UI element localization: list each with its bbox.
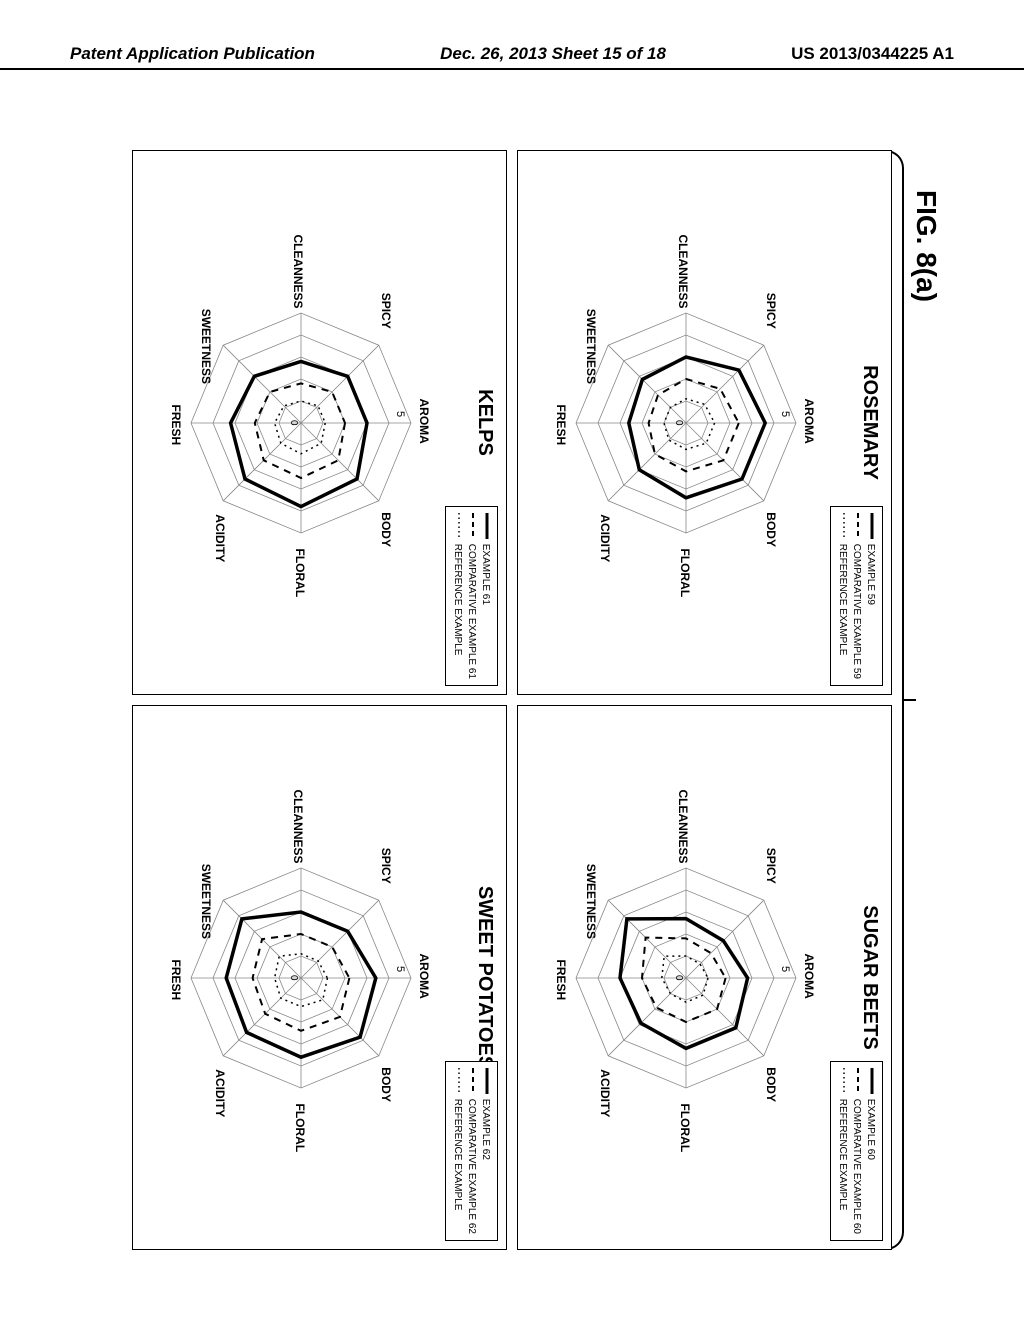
axis-label: FRESH <box>554 405 568 446</box>
figure-wrapper: FIG. 8(a) ROSEMARYEXAMPLE 59COMPARATIVE … <box>132 150 892 1250</box>
legend-row: COMPARATIVE EXAMPLE 60 <box>850 1068 863 1234</box>
radar-chart: 50 <box>151 283 461 563</box>
axis-label: FRESH <box>169 405 183 446</box>
legend-label: EXAMPLE 60 <box>864 1099 877 1160</box>
axis-label: FRESH <box>554 960 568 1001</box>
axis-label: FLORAL <box>678 1104 692 1153</box>
axis-label: BODY <box>764 512 778 547</box>
radar-panel: ROSEMARY EXAMPLE 59COMPARATIVE EXAMPLE 59… <box>517 150 892 695</box>
axis-label: ACIDITY <box>598 514 612 562</box>
header-publication: Patent Application Publication <box>70 44 315 64</box>
svg-text:0: 0 <box>288 975 299 981</box>
axis-label: ACIDITY <box>598 1069 612 1117</box>
series-dot <box>664 398 715 449</box>
legend-swatch <box>479 1068 492 1094</box>
legend-swatch <box>465 1068 478 1094</box>
axis-label: BODY <box>379 512 393 547</box>
legend-label: COMPARATIVE EXAMPLE 61 <box>465 544 478 679</box>
legend-row: EXAMPLE 59 <box>864 513 877 679</box>
legend-swatch <box>479 513 492 539</box>
radar-panel: SUGAR BEETS EXAMPLE 60COMPARATIVE EXAMPLE… <box>517 705 892 1250</box>
axis-label: SPICY <box>764 293 778 329</box>
legend-row: EXAMPLE 62 <box>479 1068 492 1234</box>
legend-row: COMPARATIVE EXAMPLE 62 <box>465 1068 478 1234</box>
axis-label: AROMA <box>417 399 431 444</box>
axis-label: BODY <box>379 1067 393 1102</box>
axis-label: CLEANNESS <box>676 790 690 864</box>
svg-text:5: 5 <box>394 411 406 417</box>
radar-chart: 50 <box>536 283 846 563</box>
panel-grid: ROSEMARY EXAMPLE 59COMPARATIVE EXAMPLE 59… <box>132 150 892 1250</box>
axis-label: SWEETNESS <box>199 864 213 939</box>
svg-text:5: 5 <box>394 966 406 972</box>
axis-label: SPICY <box>764 848 778 884</box>
legend-swatch <box>850 1068 863 1094</box>
legend-label: COMPARATIVE EXAMPLE 60 <box>850 1099 863 1234</box>
series-solid <box>629 357 765 498</box>
axis-label: AROMA <box>802 954 816 999</box>
panel-title: SWEET POTATOES <box>473 886 496 1069</box>
axis-label: FLORAL <box>293 1104 307 1153</box>
legend-row: EXAMPLE 60 <box>864 1068 877 1234</box>
legend-label: COMPARATIVE EXAMPLE 62 <box>465 1099 478 1234</box>
axis-label: FLORAL <box>293 549 307 598</box>
legend-swatch <box>465 513 478 539</box>
axis-label: SPICY <box>379 293 393 329</box>
legend-swatch <box>864 1068 877 1094</box>
svg-text:0: 0 <box>673 975 684 981</box>
axis-label: CLEANNESS <box>291 790 305 864</box>
legend-row: COMPARATIVE EXAMPLE 59 <box>850 513 863 679</box>
panel-title: ROSEMARY <box>858 365 881 480</box>
axis-label: AROMA <box>802 399 816 444</box>
axis-label: FLORAL <box>678 549 692 598</box>
svg-text:0: 0 <box>673 420 684 426</box>
legend-label: EXAMPLE 59 <box>864 544 877 605</box>
legend-label: EXAMPLE 62 <box>479 1099 492 1160</box>
radar-chart: 50 <box>536 838 846 1118</box>
panel-title: SUGAR BEETS <box>858 905 881 1049</box>
axis-label: CLEANNESS <box>676 235 690 309</box>
radar-panel: SWEET POTATOES EXAMPLE 62COMPARATIVE EXAM… <box>132 705 507 1250</box>
legend-label: COMPARATIVE EXAMPLE 59 <box>850 544 863 679</box>
page-header: Patent Application Publication Dec. 26, … <box>0 44 1024 70</box>
legend-swatch <box>850 513 863 539</box>
axis-label: ACIDITY <box>213 514 227 562</box>
header-pubnum: US 2013/0344225 A1 <box>791 44 954 64</box>
axis-label: FRESH <box>169 960 183 1001</box>
legend-swatch <box>864 513 877 539</box>
axis-label: SWEETNESS <box>584 309 598 384</box>
legend-row: COMPARATIVE EXAMPLE 61 <box>465 513 478 679</box>
panel-title: KELPS <box>473 389 496 456</box>
svg-text:5: 5 <box>779 411 791 417</box>
series-dash <box>255 383 345 478</box>
axis-label: SWEETNESS <box>584 864 598 939</box>
svg-text:0: 0 <box>288 420 299 426</box>
figure-title: FIG. 8(a) <box>910 190 942 302</box>
legend-row: EXAMPLE 61 <box>479 513 492 679</box>
axis-label: SWEETNESS <box>199 309 213 384</box>
legend-label: EXAMPLE 61 <box>479 544 492 605</box>
radar-chart: 50 <box>151 838 461 1118</box>
series-dash <box>649 379 739 471</box>
axis-label: AROMA <box>417 954 431 999</box>
axis-label: ACIDITY <box>213 1069 227 1117</box>
header-sheet: Dec. 26, 2013 Sheet 15 of 18 <box>440 44 666 64</box>
radar-panel: KELPSEXAMPLE 61COMPARATIVE EXAMPLE 61REF… <box>132 150 507 695</box>
axis-label: CLEANNESS <box>291 235 305 309</box>
axis-label: BODY <box>764 1067 778 1102</box>
axis-label: SPICY <box>379 848 393 884</box>
svg-text:5: 5 <box>779 966 791 972</box>
